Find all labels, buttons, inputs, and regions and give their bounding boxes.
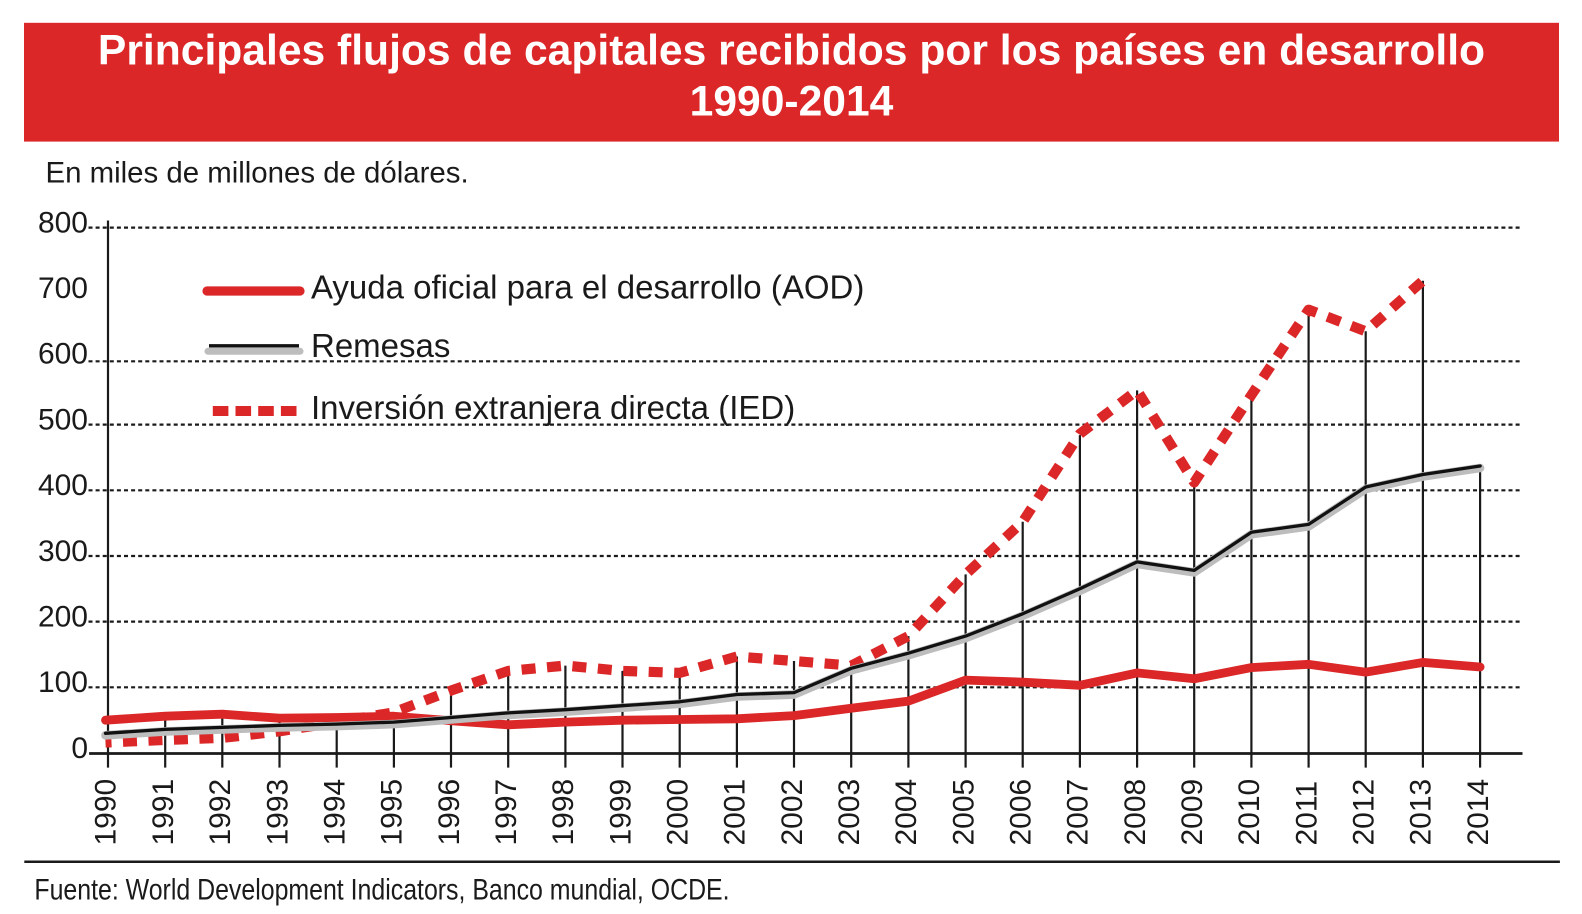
svg-text:700: 700 [38, 272, 88, 305]
svg-text:1990: 1990 [90, 779, 123, 846]
svg-text:1992: 1992 [204, 779, 237, 846]
svg-text:2009: 2009 [1176, 779, 1209, 846]
svg-text:2001: 2001 [719, 779, 752, 846]
svg-text:Remesas: Remesas [311, 327, 450, 364]
svg-text:2005: 2005 [947, 779, 980, 846]
svg-text:800: 800 [38, 206, 88, 239]
svg-text:400: 400 [38, 469, 88, 502]
svg-text:2003: 2003 [833, 779, 866, 846]
svg-text:1996: 1996 [433, 779, 466, 846]
svg-text:200: 200 [38, 600, 88, 633]
svg-text:En miles de millones de dólare: En miles de millones de dólares. [46, 157, 469, 190]
svg-text:2002: 2002 [776, 779, 809, 846]
svg-text:1994: 1994 [319, 779, 352, 846]
svg-text:2013: 2013 [1405, 779, 1438, 846]
svg-text:2004: 2004 [890, 779, 923, 846]
svg-text:2014: 2014 [1462, 779, 1495, 846]
svg-text:1999: 1999 [604, 779, 637, 846]
svg-text:2000: 2000 [662, 779, 695, 846]
svg-text:600: 600 [38, 338, 88, 371]
svg-text:0: 0 [71, 732, 88, 765]
svg-text:300: 300 [38, 535, 88, 568]
svg-text:2011: 2011 [1290, 781, 1323, 846]
svg-text:1991: 1991 [147, 779, 180, 846]
svg-text:2007: 2007 [1062, 779, 1095, 846]
svg-text:2006: 2006 [1004, 779, 1037, 846]
svg-text:1998: 1998 [547, 779, 580, 846]
svg-text:Fuente: World Development Indi: Fuente: World Development Indicators, Ba… [34, 872, 729, 906]
svg-text:2008: 2008 [1119, 779, 1152, 846]
svg-text:1997: 1997 [490, 779, 523, 846]
svg-text:500: 500 [38, 403, 88, 436]
svg-text:2012: 2012 [1347, 779, 1380, 846]
svg-text:1995: 1995 [376, 779, 409, 846]
svg-text:Inversión extranjera directa (: Inversión extranjera directa (IED) [311, 389, 795, 426]
svg-text:1990-2014: 1990-2014 [690, 78, 894, 126]
svg-text:Principales flujos de capitale: Principales flujos de capitales recibido… [98, 27, 1485, 75]
svg-text:2010: 2010 [1233, 779, 1266, 846]
svg-text:1993: 1993 [261, 779, 294, 846]
svg-text:100: 100 [38, 666, 88, 699]
svg-text:Ayuda oficial para el desarrol: Ayuda oficial para el desarrollo (AOD) [311, 268, 864, 305]
